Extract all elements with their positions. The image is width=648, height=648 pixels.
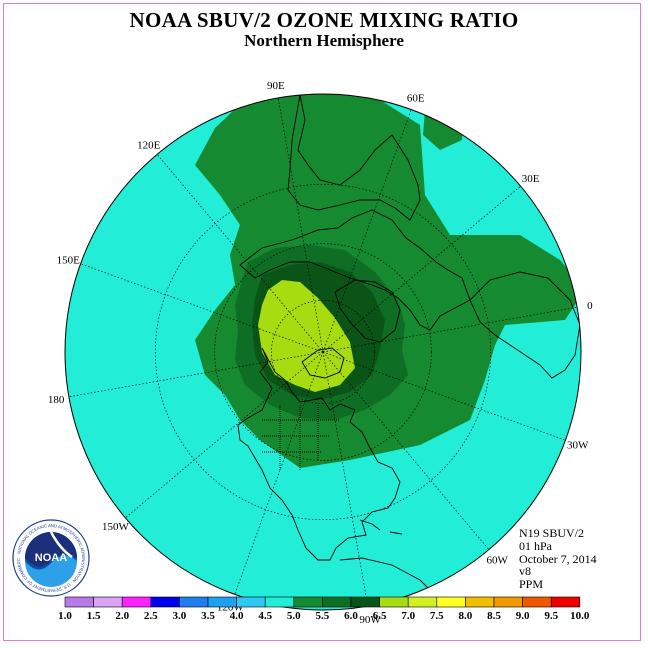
figure-frame (3, 3, 641, 641)
colorbar-swatch (379, 596, 409, 608)
pressure-level-text: 01 hPa (519, 538, 552, 553)
graticule-lines (68, 97, 578, 607)
longitude-label: 30W (567, 440, 589, 452)
noaa-logo: NOAA NATIONAL OCEANIC AND ATMOSPHERIC AD… (12, 519, 90, 597)
latitude-circle (214, 243, 432, 461)
longitude-label: 90E (267, 80, 285, 92)
meridian-line (322, 351, 369, 607)
colorbar-swatch (465, 596, 495, 608)
colorbar-swatch (264, 596, 295, 608)
colorbar-tick-label: 6.5 (373, 610, 387, 622)
meridian-line (277, 97, 324, 353)
longitude-label: 180 (48, 394, 65, 406)
longitude-label: 60W (487, 555, 509, 567)
colorbar-tick-label: 5.0 (287, 610, 301, 622)
meridian-line (322, 306, 578, 353)
colorbar-swatch (293, 596, 323, 608)
colorbar-swatch (322, 596, 352, 608)
colorbar-tick-label: 7.5 (430, 610, 444, 622)
colorbar-swatch (179, 596, 209, 608)
colorbar-swatch (150, 596, 180, 608)
logo-text: NOAA (35, 552, 67, 564)
info-block: N19 SBUV/2 01 hPa October 7, 2014 v8 PPM (519, 527, 597, 591)
colorbar-swatch (121, 596, 152, 608)
colorbar-tick-label: 7.0 (401, 610, 415, 622)
colorbar-tick-label: 3.0 (173, 610, 187, 622)
colorbar-swatch (236, 596, 266, 608)
longitude-label: 60E (407, 92, 425, 104)
meridian-line (322, 351, 566, 441)
colorbar-swatch (350, 596, 380, 608)
meridian-line (322, 109, 412, 353)
colorbar-swatch (522, 596, 552, 608)
map-title: NOAA SBUV/2 OZONE MIXING RATIO (129, 8, 519, 32)
latitude-circle (154, 183, 492, 521)
coastlines (237, 94, 581, 601)
colorbar-swatch (407, 596, 438, 608)
colorbar-tick-label: 8.5 (487, 610, 501, 622)
date-text: October 7, 2014 (519, 551, 597, 566)
longitude-label: 30E (522, 173, 540, 185)
colorbar-tick-label: 2.5 (144, 610, 158, 622)
longitude-label: 150E (57, 254, 81, 266)
colorbar-swatch (93, 596, 123, 608)
colorbar-tick-label: 2.0 (115, 610, 129, 622)
colorbar-tick-label: 9.0 (516, 610, 530, 622)
version-text: v8 (519, 564, 531, 579)
colorbar-tick-label: 6.0 (344, 610, 358, 622)
colorbar-swatch (493, 596, 523, 608)
meridian-line (156, 154, 324, 353)
colorbar-swatch (64, 596, 94, 608)
colorbar-tick-label: 8.0 (459, 610, 473, 622)
meridian-line (322, 185, 521, 353)
meridian-line (234, 351, 324, 595)
colorbar-tick-label: 5.5 (316, 610, 330, 622)
units-text: PPM (519, 577, 544, 592)
ozone-band-6.5-7.0 (258, 280, 355, 392)
colorbar-swatch (550, 596, 581, 608)
longitude-label: 90W (359, 614, 381, 626)
latitude-circle (271, 300, 375, 404)
meridian-line (322, 351, 490, 550)
colorbar-swatch (207, 596, 237, 608)
longitude-label: 0 (587, 300, 593, 312)
colorbar-tick-label: 9.5 (544, 610, 558, 622)
longitude-label: 150W (102, 521, 130, 533)
map-subtitle: Northern Hemisphere (244, 31, 404, 50)
meridian-line (68, 351, 324, 398)
colorbar-tick-label: 10.0 (570, 610, 590, 622)
longitude-label: 120E (137, 139, 161, 151)
meridian-line (80, 263, 324, 353)
meridian-line (125, 351, 324, 519)
map-boundary (64, 93, 582, 611)
colorbar-tick-label: 1.5 (87, 610, 101, 622)
colorbar-tick-label: 1.0 (58, 610, 72, 622)
instrument-text: N19 SBUV/2 (519, 526, 585, 540)
colorbar-tick-label: 4.5 (258, 610, 272, 622)
colorbar-tick-label: 3.5 (201, 610, 215, 622)
colorbar-swatch (436, 596, 466, 608)
colorbar-tick-label: 4.0 (230, 610, 244, 622)
